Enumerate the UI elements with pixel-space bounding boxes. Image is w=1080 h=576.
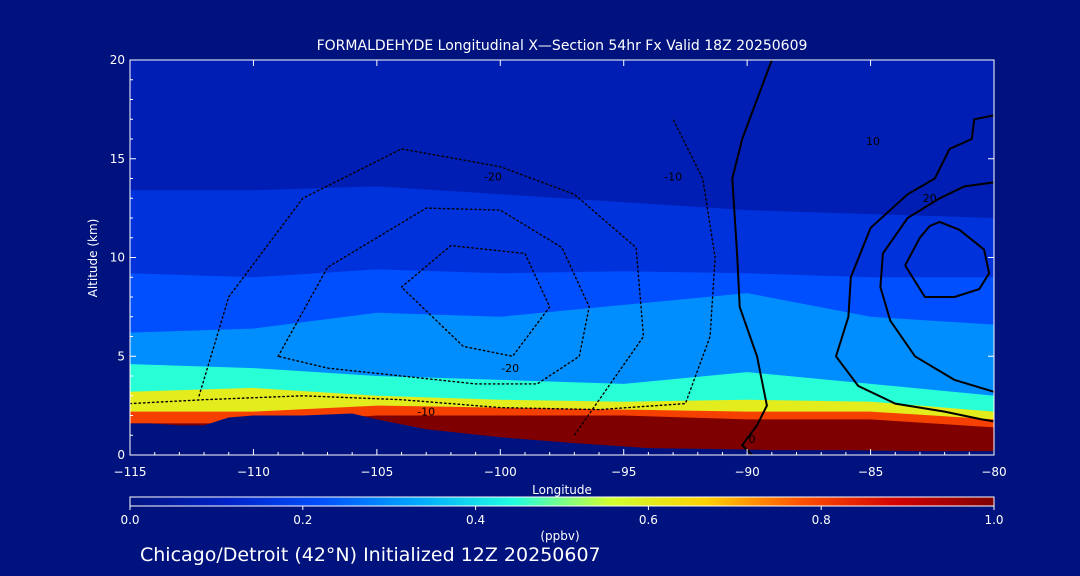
x-tick-label: −80 <box>981 465 1006 479</box>
contour-line-dotted <box>130 118 716 411</box>
colorbar-tick-label: 0.0 <box>120 513 139 527</box>
y-tick-label: 15 <box>110 152 125 166</box>
terrain-mask <box>130 413 994 455</box>
contour-labels: 10 20 -20 -20 -10 -10 0 <box>417 135 937 446</box>
colorbar-ticks: 0.0 0.2 0.4 0.6 0.8 1.0 <box>120 506 1004 527</box>
colorbar-tick-label: 0.4 <box>466 513 485 527</box>
colorbar-label: (ppbv) <box>540 529 579 543</box>
contour-line-solid <box>731 60 773 455</box>
x-tick-label: −95 <box>611 465 636 479</box>
contour-label: -20 <box>501 362 519 375</box>
x-axis: −115 −110 −105 −100 −95 −90 −85 −80 <box>114 60 1007 479</box>
x-axis-label: Longitude <box>532 483 592 497</box>
contour-line-solid <box>904 220 991 298</box>
contour-line-dotted <box>198 148 645 436</box>
y-axis-label: Altitude (km) <box>86 219 100 298</box>
contour-line-solid <box>879 181 994 393</box>
x-tick-label: −105 <box>360 465 393 479</box>
contour-label: -10 <box>417 406 435 419</box>
contour-line-dotted <box>277 207 590 385</box>
y-tick-label: 10 <box>110 251 125 265</box>
concentration-fill <box>130 60 994 455</box>
x-tick-label: −90 <box>734 465 759 479</box>
chart-title: FORMALDEHYDE Longitudinal X—Section 54hr… <box>317 38 808 54</box>
colorbar <box>129 496 995 507</box>
y-tick-label: 20 <box>110 53 125 67</box>
contour-label: 0 <box>749 433 756 446</box>
contour-label: -10 <box>664 171 682 184</box>
contour-label: 20 <box>923 192 937 205</box>
footer-caption: Chicago/Detroit (42°N) Initialized 12Z 2… <box>140 544 601 566</box>
x-tick-label: −85 <box>858 465 883 479</box>
x-tick-label: −110 <box>237 465 270 479</box>
colorbar-tick-label: 0.2 <box>293 513 312 527</box>
plot-area: 10 20 -20 -20 -10 -10 0 <box>130 60 994 455</box>
contour-label: 10 <box>866 135 880 148</box>
contour-lines <box>130 60 994 455</box>
y-axis: 0 5 10 15 20 <box>110 53 994 462</box>
contour-label: -20 <box>484 171 502 184</box>
x-tick-label: −100 <box>484 465 517 479</box>
colorbar-tick-label: 1.0 <box>984 513 1003 527</box>
contour-line-dotted <box>400 244 551 358</box>
colorbar-tick-label: 0.6 <box>639 513 658 527</box>
x-tick-label: −115 <box>114 465 147 479</box>
y-tick-label: 0 <box>117 448 125 462</box>
y-tick-label: 5 <box>117 349 125 363</box>
contour-line-solid <box>834 114 994 423</box>
colorbar-tick-label: 0.8 <box>812 513 831 527</box>
